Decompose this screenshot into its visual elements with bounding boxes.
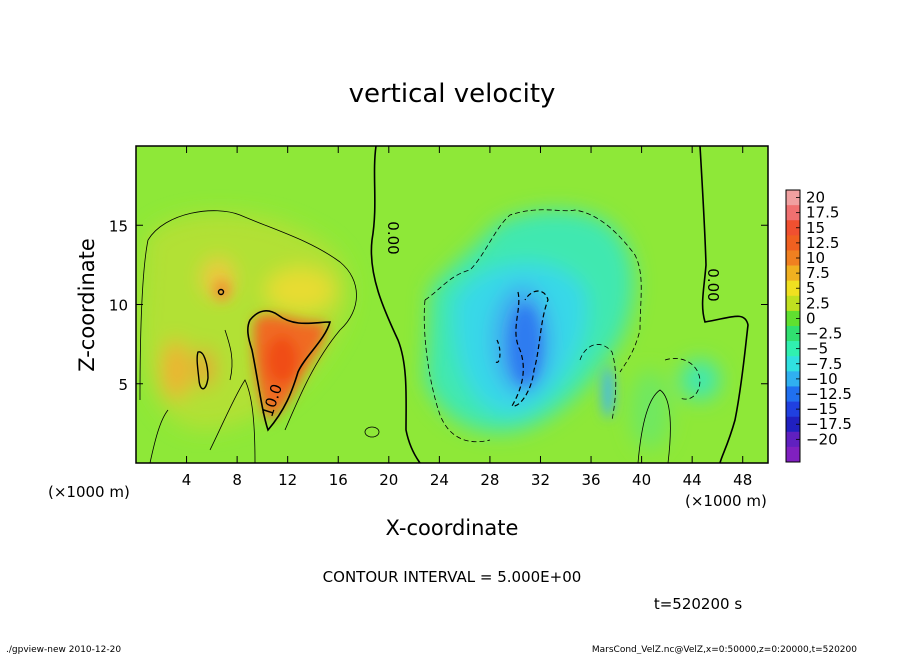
colorbar-swatch <box>786 205 800 221</box>
time-label: t=520200 s <box>654 595 742 613</box>
x-tick-label: 24 <box>430 471 449 489</box>
footer-right: MarsCond_VelZ.nc@VelZ,x=0:50000,z=0:2000… <box>592 645 857 654</box>
colorbar-label: −5 <box>806 340 828 358</box>
colorbar-label: 5 <box>806 279 816 297</box>
x-tick-label: 40 <box>632 471 651 489</box>
contour-label-2: 0.00 <box>704 268 722 301</box>
colorbar-swatch <box>786 265 800 281</box>
colorbar-swatch <box>786 220 800 236</box>
colorbar-label: 12.5 <box>806 234 839 252</box>
colorbar-label: 17.5 <box>806 204 839 222</box>
x-tick-label: 4 <box>182 471 192 489</box>
colorbar-swatch <box>786 356 800 372</box>
x-unit-right: (×1000 m) <box>685 492 767 510</box>
colorbar-swatch <box>786 386 800 402</box>
colorbar-swatch <box>786 341 800 357</box>
colorbar-label: 20 <box>806 189 825 207</box>
colorbar-label: 10 <box>806 249 825 267</box>
heatmap-field <box>136 146 768 463</box>
colorbar-label: −2.5 <box>806 325 842 343</box>
x-tick-label: 36 <box>581 471 600 489</box>
colorbar-frame <box>785 189 801 463</box>
colorbar-label: −17.5 <box>806 415 852 433</box>
x-axis: 4 8 12 16 20 24 28 32 36 40 44 48 <box>182 146 752 489</box>
x-tick-label: 12 <box>278 471 297 489</box>
y-tick-label: 15 <box>109 217 128 235</box>
x-tick-label: 28 <box>480 471 499 489</box>
chart-title: vertical velocity <box>349 79 556 109</box>
colorbar-swatch <box>786 446 800 463</box>
colorbar-label: −7.5 <box>806 355 842 373</box>
colorbar-label: −12.5 <box>806 385 852 403</box>
x-tick-label: 48 <box>733 471 752 489</box>
x-unit-left: (×1000 m) <box>48 483 130 501</box>
colorbar-label: 0 <box>806 309 816 327</box>
x-axis-label: X-coordinate <box>386 516 519 540</box>
x-tick-label: 16 <box>329 471 348 489</box>
y-axis-label: Z-coordinate <box>75 238 99 372</box>
x-tick-label: 32 <box>531 471 550 489</box>
colorbar-label: 2.5 <box>806 294 830 312</box>
colorbar-label: −15 <box>806 400 838 418</box>
contour-label-1: 0.00 <box>384 221 402 254</box>
colorbar-swatch <box>786 416 800 433</box>
x-tick-label: 8 <box>232 471 242 489</box>
colorbar-swatch <box>786 431 800 448</box>
x-tick-label: 20 <box>379 471 398 489</box>
colorbar-swatch <box>786 280 800 297</box>
contour-interval: CONTOUR INTERVAL = 5.000E+00 <box>323 568 582 586</box>
y-tick-label: 10 <box>109 297 128 315</box>
colorbar-swatch <box>786 190 800 206</box>
colorbar-swatch <box>786 326 800 342</box>
colorbar-swatch <box>786 250 800 266</box>
colorbar-label: 7.5 <box>806 264 830 282</box>
colorbar-swatch <box>786 310 800 327</box>
y-tick-label: 5 <box>118 376 128 394</box>
colorbar: 2017.51512.5107.552.50−2.5−5−7.5−10−12.5… <box>785 189 852 463</box>
x-tick-label: 44 <box>683 471 702 489</box>
colorbar-swatch <box>786 401 800 417</box>
footer-left: ./gpview-new 2010-12-20 <box>6 645 121 654</box>
colorbar-label: 15 <box>806 219 825 237</box>
y-axis: 5 10 15 <box>109 217 768 394</box>
colorbar-swatch <box>786 295 800 312</box>
colorbar-swatch <box>786 235 800 251</box>
contour-lines <box>139 146 749 463</box>
colorbar-swatch <box>786 371 800 387</box>
colorbar-label: −20 <box>806 430 838 448</box>
colorbar-label: −10 <box>806 370 838 388</box>
